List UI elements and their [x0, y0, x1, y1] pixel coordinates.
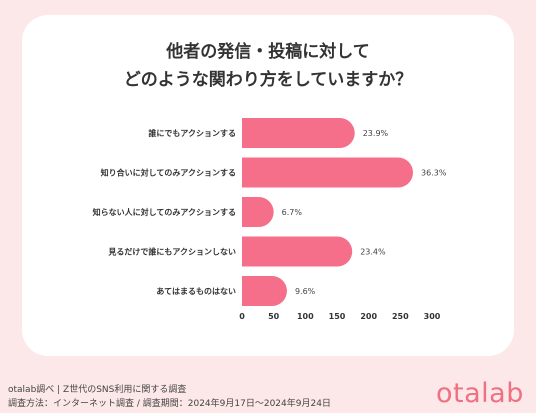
chart-title-line2: どのような関わり方をしていますか？: [123, 70, 413, 90]
chart-title-line1: 他者の発信・投稿に対して: [166, 42, 370, 62]
x-tick-300: 300: [424, 312, 441, 321]
bar-3: [242, 197, 274, 227]
otalab-logo: otalab: [436, 378, 524, 409]
category-label-1: 誰にでもアクションする: [148, 128, 236, 138]
bar-1: [242, 118, 355, 148]
x-tick-0: 0: [239, 312, 245, 321]
x-tick-200: 200: [360, 312, 377, 321]
x-tick-50: 50: [268, 312, 280, 321]
data-label-5: 9.6%: [295, 287, 316, 296]
x-tick-150: 150: [329, 312, 346, 321]
bar-4: [242, 236, 353, 267]
category-label-3: 知らない人に対してのみアクションする: [93, 207, 236, 217]
x-tick-100: 100: [297, 312, 314, 321]
data-label-4: 23.4%: [360, 248, 386, 257]
category-label-2: 知り合いに対してのみアクションする: [101, 168, 236, 178]
category-label-5: あてはまるものはない: [156, 287, 236, 296]
category-label-4: 見るだけで誰にもアクションしない: [107, 247, 236, 257]
footer-source: otalab調べ | Z世代のSNS利用に関する調査: [8, 385, 187, 395]
bar-2: [242, 157, 414, 188]
footer-method: 調査方法：インターネット調査 / 調査期間：2024年9月17日〜2024年9月…: [8, 399, 331, 409]
data-label-1: 23.9%: [363, 129, 389, 138]
x-tick-250: 250: [392, 312, 409, 321]
bar-5: [242, 276, 287, 306]
data-label-2: 36.3%: [421, 169, 447, 178]
data-label-3: 6.7%: [282, 208, 303, 217]
